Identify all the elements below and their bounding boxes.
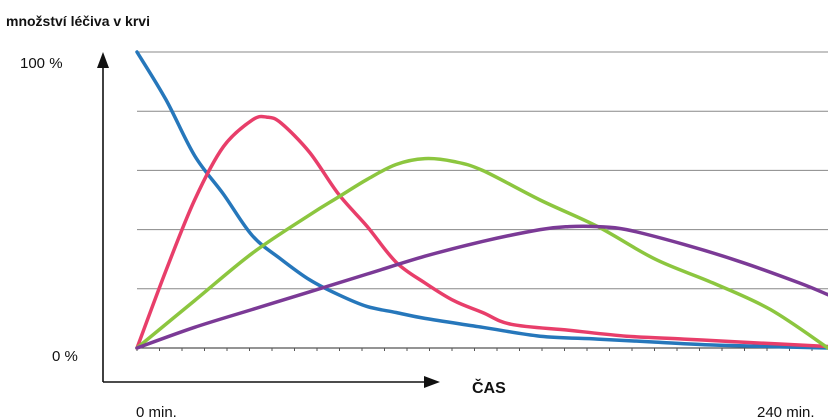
x-tick-label-max: 240 min. xyxy=(757,404,815,420)
y-axis-label: množství léčiva v krvi xyxy=(6,13,150,29)
y-tick-label-min: 0 % xyxy=(52,348,78,365)
series-line-2 xyxy=(135,114,828,350)
axes xyxy=(97,52,440,388)
series-line-3 xyxy=(135,156,828,350)
x-tick-label-min: 0 min. xyxy=(136,404,177,420)
series-lines xyxy=(135,50,828,350)
series-line-1 xyxy=(135,50,828,350)
x-axis-label: ČAS xyxy=(472,378,506,397)
y-tick-label-max: 100 % xyxy=(20,55,63,72)
x-axis-arrow xyxy=(424,376,440,388)
y-axis-arrow xyxy=(97,52,109,68)
series-line-4 xyxy=(135,224,828,350)
gridlines xyxy=(136,51,828,351)
